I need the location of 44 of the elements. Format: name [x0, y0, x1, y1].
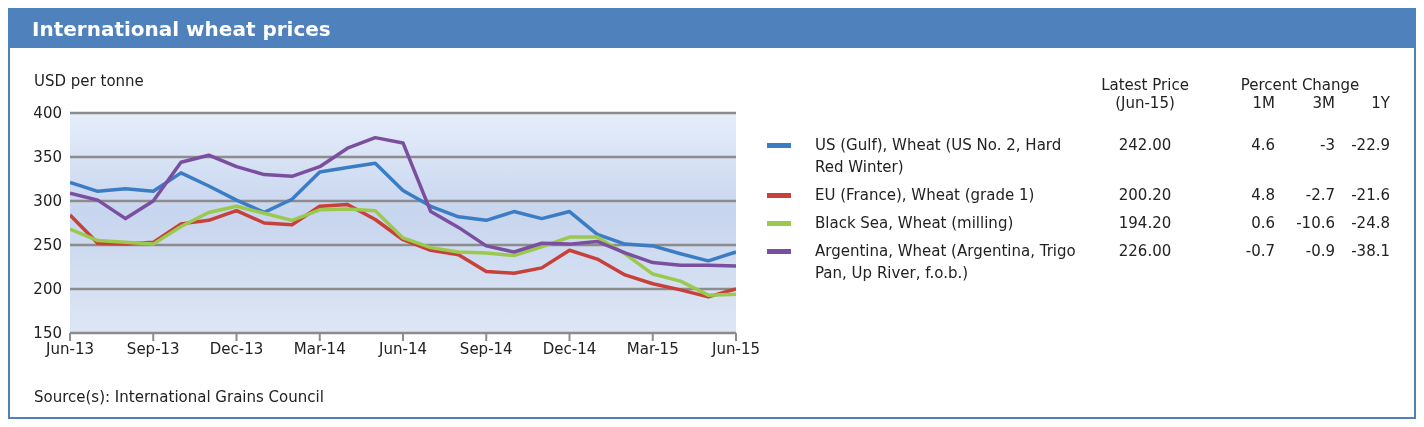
text: 4.8 — [1250, 185, 1275, 206]
y-tick-label: 400 — [33, 104, 62, 123]
x-tick-label: Dec-13 — [209, 339, 264, 358]
text: -2.7 — [1304, 185, 1335, 206]
legend-label: US (Gulf), Wheat (US No. 2, Hard Red Winter) — [815, 135, 1063, 178]
text: -22.9 — [1350, 135, 1390, 156]
y-tick-label: 300 — [33, 192, 62, 211]
text: 0.6 — [1250, 213, 1275, 234]
text: 1M — [1251, 94, 1275, 112]
text: 3M — [1311, 94, 1335, 112]
text: 242.00 — [1117, 135, 1173, 156]
x-tick-label: Jun-14 — [378, 339, 427, 358]
text: -24.8 — [1350, 213, 1390, 234]
text: (Jun-15) — [1115, 94, 1175, 112]
text: -0.7 — [1244, 241, 1275, 262]
chart-title: International wheat prices — [10, 10, 1414, 48]
x-tick-label: Sep-14 — [459, 339, 513, 358]
legend-label: Argentina, Wheat (Argentina, Trigo Pan, Up River, f.o.b.) — [815, 241, 1077, 284]
source-note: Source(s): International Grains Council — [34, 388, 324, 406]
y-axis-title: USD per tonne — [34, 72, 144, 90]
line-series — [70, 161, 736, 263]
legend-label: Black Sea, Wheat (milling) — [815, 213, 1015, 234]
legend-label: EU (France), Wheat (grade 1) — [815, 185, 1036, 206]
y-tick-label: 250 — [33, 236, 62, 255]
x-tick-label: Jun-15 — [711, 339, 760, 358]
text: 226.00 — [1117, 241, 1173, 262]
text: -3 — [1319, 135, 1335, 156]
y-tick-label: 350 — [33, 148, 62, 167]
x-tick-label: Mar-15 — [626, 339, 679, 358]
line-series — [70, 135, 736, 268]
text: -21.6 — [1350, 185, 1390, 206]
text: 194.20 — [1117, 213, 1173, 234]
text: 200.20 — [1117, 185, 1173, 206]
text: 4.6 — [1250, 135, 1275, 156]
x-tick-label: Dec-14 — [542, 339, 597, 358]
text: Percent Change — [1239, 76, 1361, 94]
y-tick-label: 200 — [33, 280, 62, 299]
text: -10.6 — [1295, 213, 1335, 234]
x-tick-label: Sep-13 — [126, 339, 180, 358]
text: Latest Price — [1101, 76, 1189, 94]
text: 1Y — [1370, 94, 1390, 112]
x-tick-label: Mar-14 — [293, 339, 346, 358]
text: -38.1 — [1350, 241, 1390, 262]
text: -0.9 — [1304, 241, 1335, 262]
